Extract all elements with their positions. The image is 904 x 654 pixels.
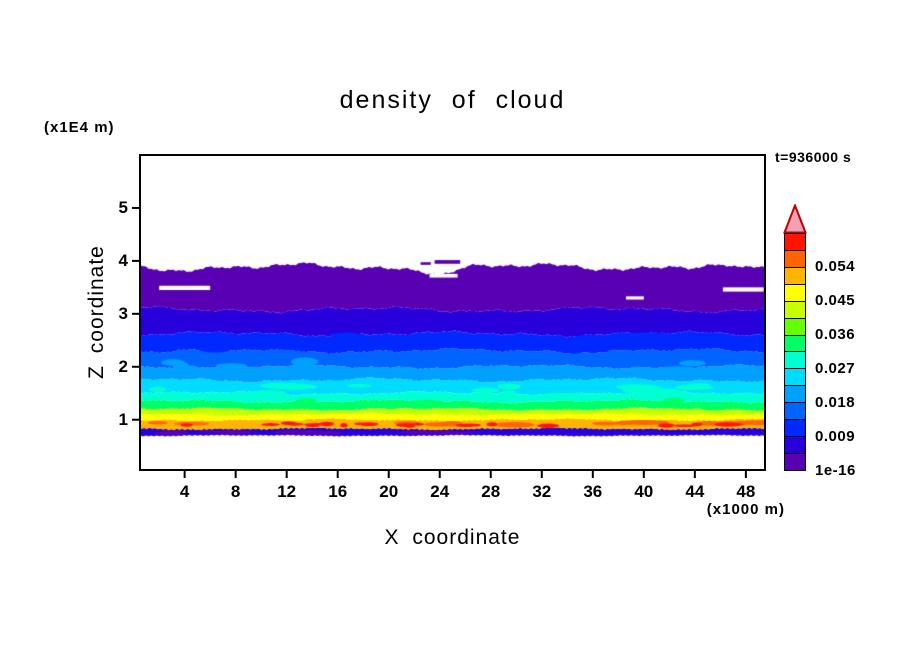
x-tick-label: 8 [230, 482, 241, 501]
colorbar-cell [785, 386, 805, 404]
colorbar-cell [785, 403, 805, 421]
colorbar-cell [785, 453, 805, 470]
x-tick-label: 28 [481, 482, 501, 501]
x-tick-label: 4 [179, 482, 190, 501]
chart-title: density of cloud [339, 86, 566, 114]
colorbar-cell [785, 335, 805, 353]
colorbar-cell [785, 234, 805, 251]
colorbar: 0.054 0.045 0.036 0.027 0.018 0.009 1e-16 [783, 204, 903, 489]
colorbar-overflow-triangle [783, 204, 807, 234]
colorbar-label: 0.009 [815, 428, 856, 445]
colorbar-label: 1e-16 [815, 462, 856, 479]
x-axis-title: X coordinate [384, 526, 521, 549]
colorbar-cell [785, 250, 805, 268]
colorbar-label: 0.045 [815, 292, 856, 309]
x-tick-label: 44 [685, 482, 705, 501]
x-tick-label: 12 [277, 482, 297, 501]
x-tick-label: 16 [328, 482, 348, 501]
contour-field [140, 155, 765, 470]
colorbar-label: 0.036 [815, 326, 856, 343]
y-tick-label: 2 [118, 356, 128, 376]
colorbar-overflow-arrow [783, 204, 807, 234]
x-tick-label: 40 [634, 482, 654, 501]
colorbar-cell [785, 369, 805, 387]
y-tick-label: 1 [118, 409, 128, 429]
colorbar-cell [785, 420, 805, 438]
colorbar-cell [785, 301, 805, 319]
x-tick-label: 20 [379, 482, 399, 501]
colorbar-cell [785, 318, 805, 336]
colorbar-label: 0.027 [815, 360, 856, 377]
y-tick-label: 4 [118, 250, 128, 270]
colorbar-cell [785, 284, 805, 302]
colorbar-label: 0.018 [815, 394, 856, 411]
colorbar-cells [784, 233, 806, 471]
colorbar-cell [785, 352, 805, 370]
x-tick-label: 48 [736, 482, 756, 501]
colorbar-label: 0.054 [815, 258, 856, 275]
x-axis-unit-label: (x1000 m) [706, 501, 785, 518]
y-axis-unit-label: (x1E4 m) [44, 119, 115, 136]
colorbar-cell [785, 437, 805, 454]
y-tick-label: 3 [118, 303, 128, 323]
colorbar-cell [785, 267, 805, 285]
y-tick-label: 5 [118, 197, 128, 217]
x-tick-label: 36 [583, 482, 603, 501]
x-tick-label: 32 [532, 482, 552, 501]
x-tick-label: 24 [430, 482, 450, 501]
time-label: t=936000 s [775, 149, 852, 165]
